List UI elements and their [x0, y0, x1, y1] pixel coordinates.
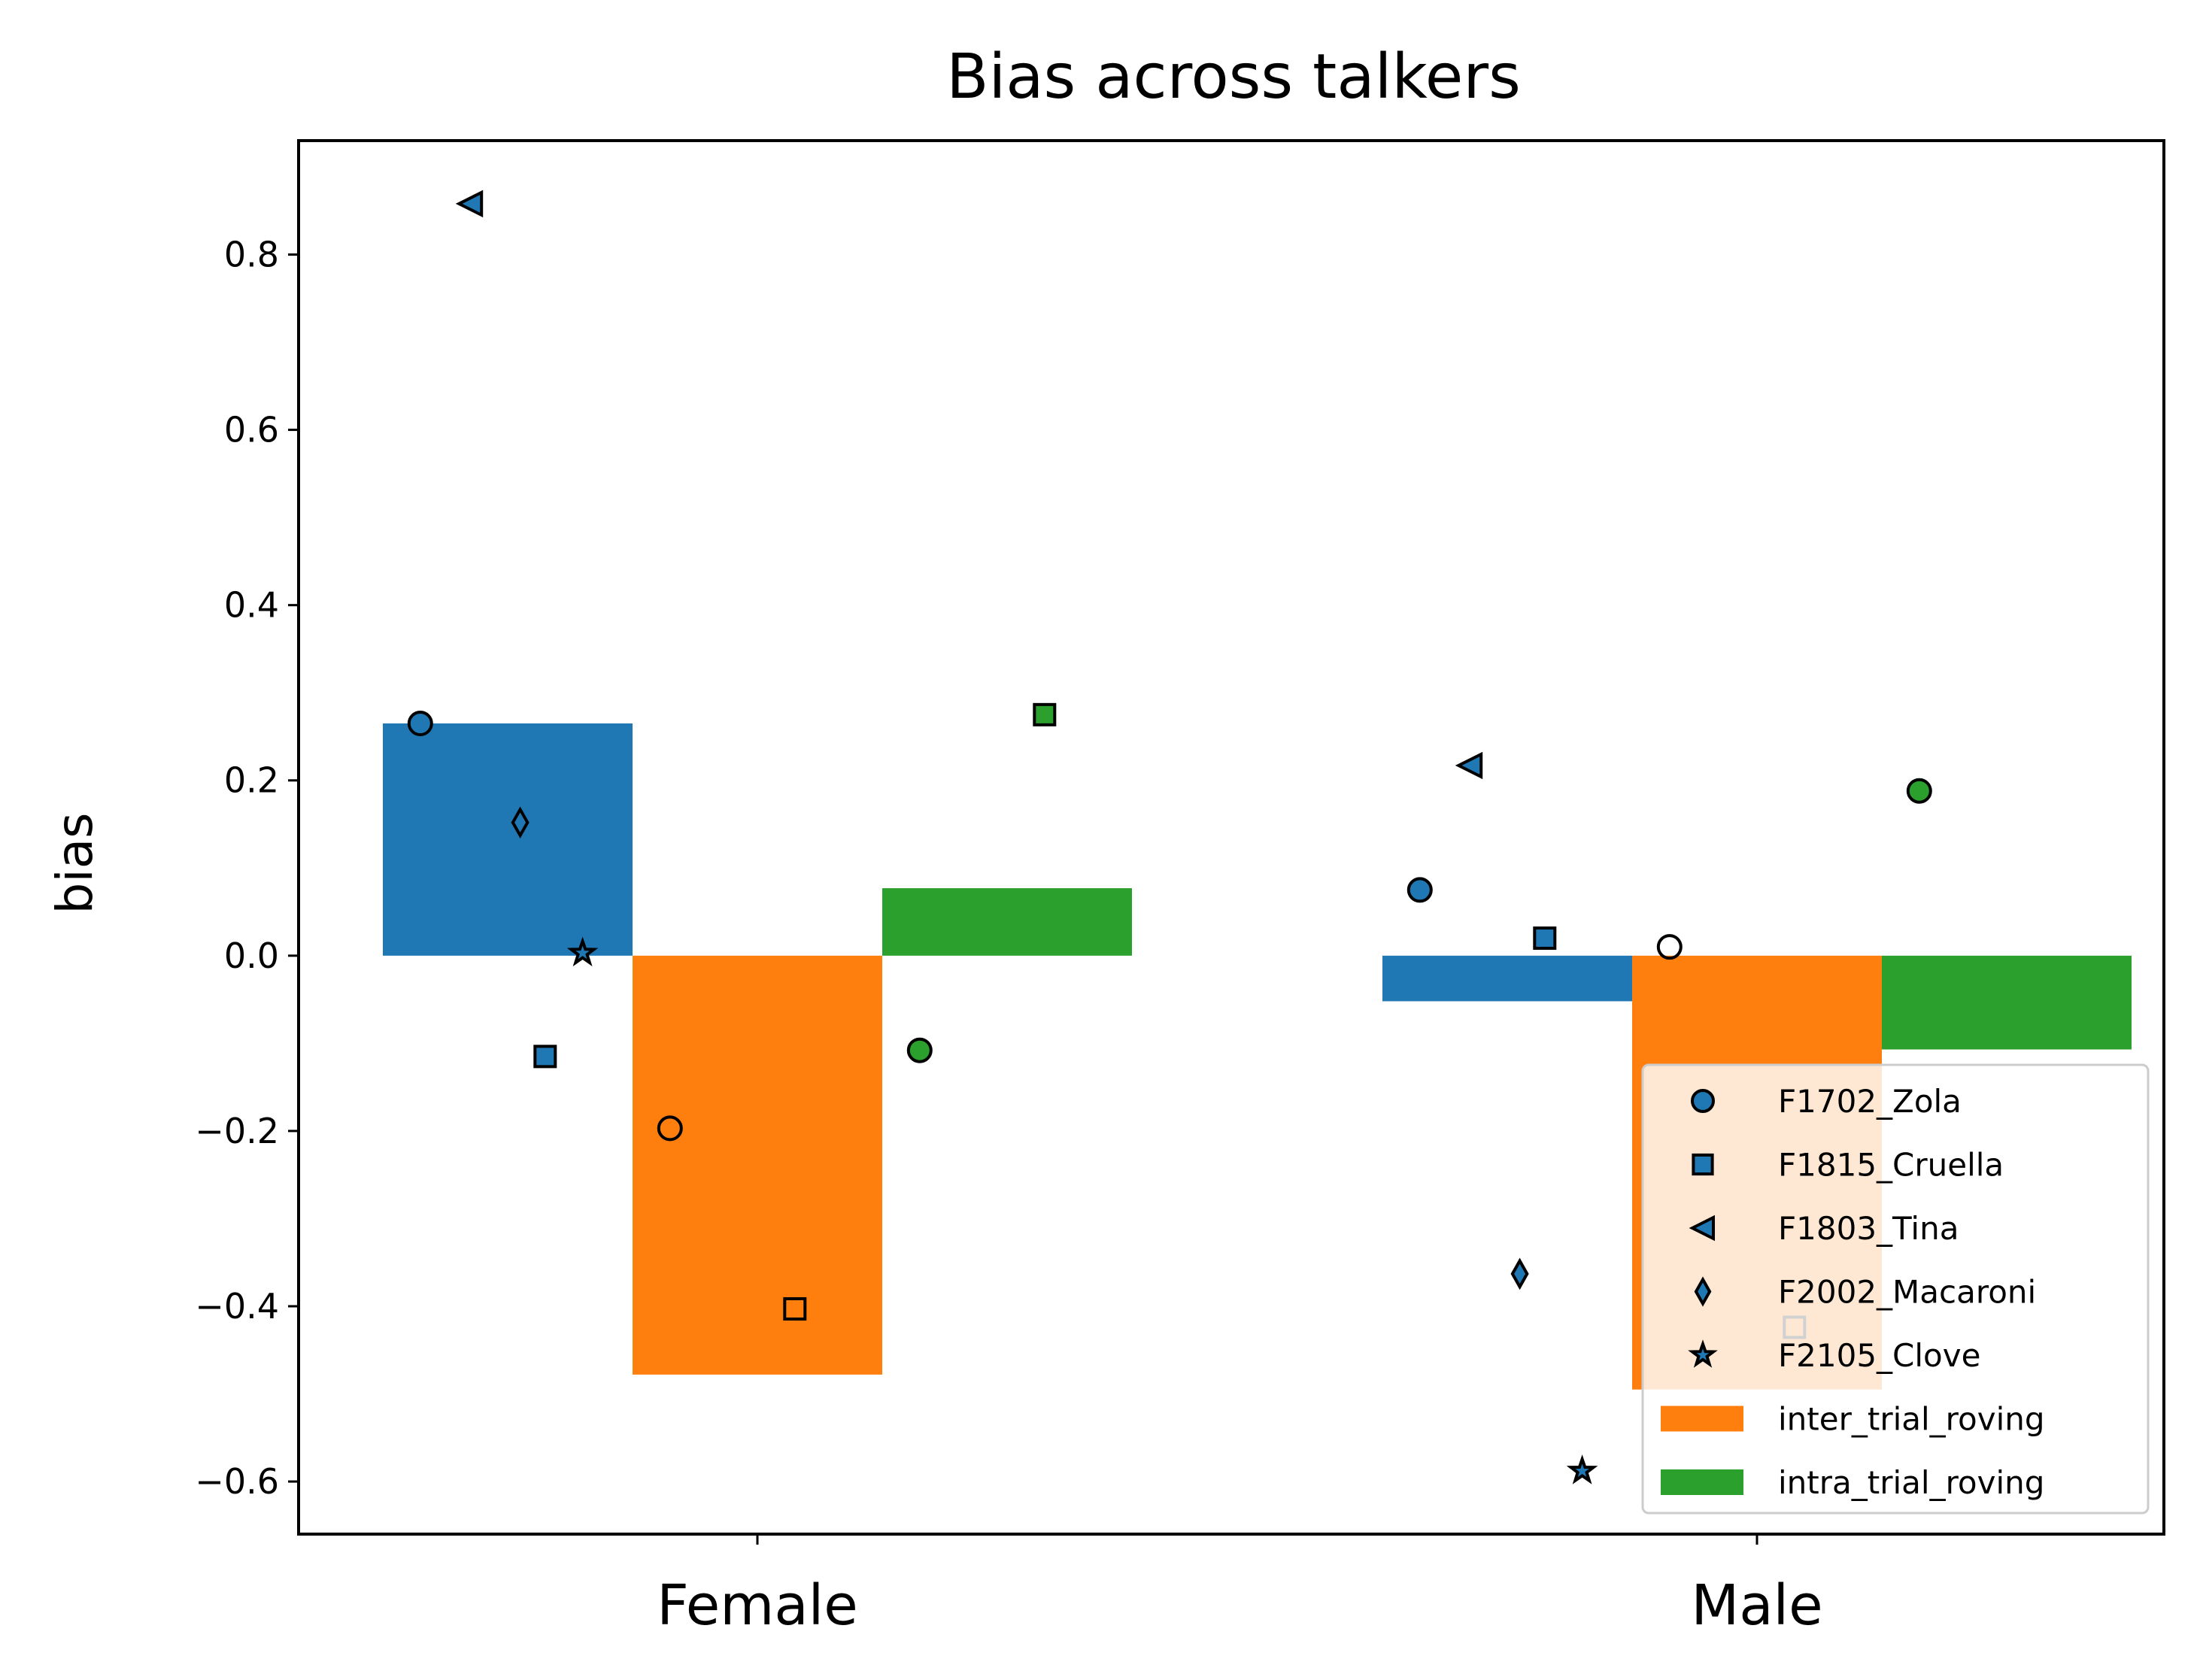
- plot-frame: [297, 139, 2165, 1536]
- bar-male-series-2: [1882, 955, 2132, 1050]
- y-axis-ticks: −0.6 −0.4 −0.2 0.0 0.2 0.4 0.6 0.8: [195, 235, 299, 1502]
- point-f2105_clove-female-s0: [566, 936, 599, 967]
- y-tick-label: −0.6: [195, 1461, 279, 1502]
- point-f1803_tina-female-s0: [455, 190, 484, 218]
- chart-title: Bias across talkers: [946, 41, 1521, 113]
- point-f1702_zola-female-s1: [657, 1115, 683, 1142]
- bar-female-series-1: [633, 955, 882, 1375]
- legend-label-f1815_cruella: F1815_Cruella: [1778, 1147, 2004, 1184]
- bar-female-series-0: [383, 723, 633, 956]
- y-tick-label: 0.2: [224, 760, 279, 801]
- point-f1803_tina-male-s0: [1455, 751, 1483, 780]
- y-axis-label: bias: [46, 812, 104, 914]
- point-f1702_zola-female-s2: [906, 1037, 933, 1063]
- legend-marker-f1803_tina: [1689, 1215, 1715, 1242]
- legend-label-f1702_zola: F1702_Zola: [1778, 1083, 1962, 1120]
- x-axis-ticks: Female Male: [657, 1534, 1823, 1638]
- legend-label-f1803_tina: F1803_Tina: [1778, 1210, 1959, 1247]
- point-f2002_macaroni-male-s0: [1510, 1257, 1529, 1290]
- legend-label-f2105_clove: F2105_Clove: [1778, 1337, 1980, 1374]
- legend-marker-f2002_macaroni: [1694, 1276, 1712, 1307]
- legend-swatch-intra_trial_roving: [1661, 1469, 1743, 1495]
- point-f1815_cruella-female-s2: [1033, 702, 1057, 726]
- point-f2105_clove-male-s0: [1566, 1454, 1598, 1484]
- legend-box: [1641, 1063, 2150, 1515]
- talker-points-layer: [407, 190, 1932, 1484]
- legend-label-f2002_macaroni: F2002_Macaroni: [1778, 1274, 2036, 1311]
- y-tick-label: −0.2: [195, 1111, 279, 1151]
- x-tick-label-male: Male: [1691, 1573, 1822, 1638]
- y-tick-label: −0.4: [195, 1286, 279, 1327]
- legend: F1702_Zola F1815_Cruella F1803_Tina F2002_M…: [1641, 1063, 2150, 1515]
- y-tick-label: 0.8: [224, 235, 279, 275]
- point-f1702_zola-female-s0: [407, 710, 433, 736]
- legend-label-inter_trial_roving: inter_trial_roving: [1778, 1401, 2045, 1438]
- point-f1815_cruella-female-s1: [783, 1296, 807, 1321]
- y-tick-label: 0.6: [224, 410, 279, 450]
- y-tick-label: 0.0: [224, 936, 279, 976]
- point-f1702_zola-male-s1: [1656, 934, 1683, 960]
- point-f1815_cruella-male-s0: [1533, 926, 1557, 951]
- legend-swatch-inter_trial_roving: [1661, 1406, 1743, 1432]
- point-f1815_cruella-female-s0: [533, 1045, 557, 1069]
- legend-marker-f1815_cruella: [1692, 1153, 1714, 1176]
- point-f2002_macaroni-female-s0: [511, 806, 530, 839]
- y-tick-label: 0.4: [224, 585, 279, 626]
- legend-marker-f2105_clove: [1688, 1339, 1718, 1368]
- point-f1702_zola-male-s2: [1906, 778, 1932, 804]
- legend-label-intra_trial_roving: intra_trial_roving: [1778, 1464, 2044, 1501]
- x-tick-label-female: Female: [657, 1573, 858, 1638]
- bar-female-series-2: [882, 888, 1132, 956]
- legend-marker-f1702_zola: [1691, 1089, 1715, 1113]
- bar-male-series-0: [1382, 955, 1632, 1002]
- point-f1702_zola-male-s0: [1406, 877, 1433, 903]
